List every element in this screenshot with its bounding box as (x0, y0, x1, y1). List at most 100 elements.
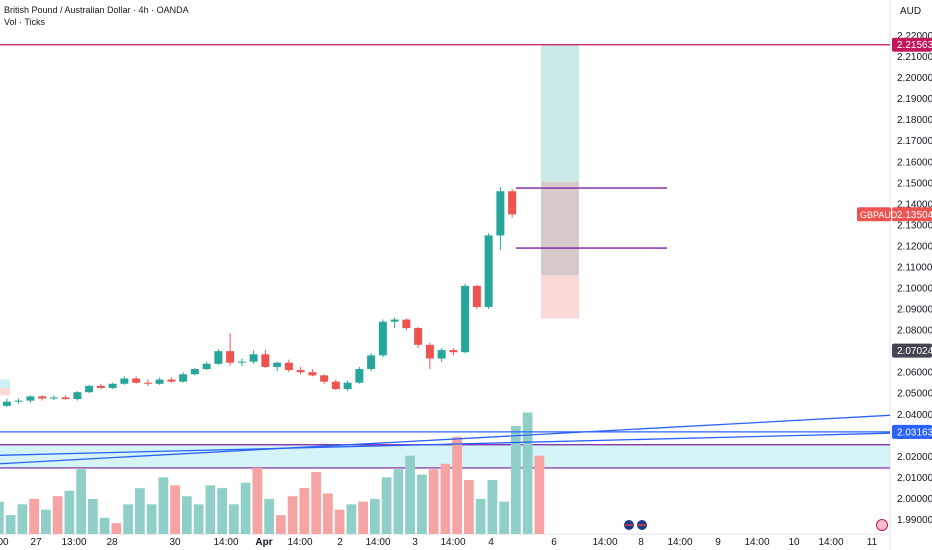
volume-bar (264, 498, 274, 534)
time-tick-label: 11 (867, 537, 878, 548)
price-tick-label: 2.14000 (897, 199, 932, 210)
time-tick-label: 4 (488, 537, 494, 548)
price-tick-label: 2.06000 (897, 368, 932, 379)
volume-bar (311, 471, 321, 534)
volume-bar (29, 498, 39, 534)
time-tick-label: 14:00 (365, 537, 390, 548)
volume-bar (358, 501, 368, 534)
volume-bar (146, 504, 157, 534)
time-tick-label: 14:00 (287, 537, 312, 548)
time-tick-label: 8 (638, 537, 644, 548)
time-axis-background (0, 534, 932, 550)
price-badge (892, 424, 932, 439)
candle-body (355, 369, 364, 383)
candle-body (155, 379, 164, 384)
price-tick-label: 2.22000 (897, 31, 932, 42)
candle-body (402, 319, 411, 328)
price-tick-label: 2.09000 (897, 305, 932, 316)
volume-bar (240, 482, 251, 534)
candle-body (179, 374, 188, 382)
volume-bar (111, 523, 122, 534)
volume-bar (464, 480, 474, 534)
price-tick-label: 2.13000 (897, 220, 932, 231)
price-tick-label: 2.17000 (897, 136, 932, 147)
candle-body (284, 362, 293, 371)
time-tick-label: 9 (715, 537, 721, 548)
volume-bar (346, 504, 357, 534)
volume-bar (193, 504, 204, 534)
time-tick-label: 00 (0, 537, 9, 548)
time-tick-label: 14:00 (213, 537, 238, 548)
candle-body (484, 235, 493, 307)
volume-bar (252, 467, 263, 534)
candle-body (378, 321, 387, 356)
price-tick-label: 2.21000 (897, 52, 932, 63)
volume-bar (170, 485, 180, 534)
candle-body (461, 285, 470, 353)
price-badge (892, 37, 932, 52)
volume-bar (0, 501, 4, 534)
price-tick-label: 2.05000 (897, 389, 932, 400)
candle-body (237, 361, 246, 363)
volume-bar (370, 498, 380, 534)
left-zone-lower (0, 387, 10, 396)
volume-bar (405, 455, 415, 534)
price-tick-label: 2.18000 (897, 115, 932, 126)
price-tick-label: 2.04000 (897, 410, 932, 421)
candle-body (390, 319, 399, 322)
candle-body (49, 397, 58, 399)
currency-label[interactable]: AUD (900, 6, 921, 17)
time-tick-label: Apr (255, 537, 272, 548)
price-badge-text: 2.21563 (897, 40, 932, 51)
demand-zone[interactable] (0, 444, 890, 468)
candle-body (496, 191, 505, 236)
volume-bar (182, 496, 192, 534)
price-tick-label: 2.19000 (897, 94, 932, 105)
candle-body (120, 378, 129, 384)
candle-body (85, 385, 94, 393)
candle-body (73, 392, 82, 400)
price-tick-label: 1.99000 (897, 515, 932, 526)
volume-bar (99, 517, 110, 534)
volume-bar (511, 426, 521, 534)
volume-bar (499, 501, 509, 534)
price-badge-text: 2.13504 (897, 210, 932, 221)
candle-body (343, 382, 352, 390)
price-badge (892, 207, 932, 222)
calendar-event-icon[interactable] (876, 519, 888, 531)
trendline-1[interactable] (0, 414, 891, 465)
volume-bar (135, 488, 145, 534)
candle-body (108, 383, 117, 388)
price-badge-text: 2.03163 (897, 427, 932, 438)
candle-body (308, 372, 317, 376)
price-tick-label: 2.11000 (897, 262, 932, 273)
position-filled-area[interactable] (541, 181, 579, 276)
volume-bar (287, 496, 298, 534)
candle-body (96, 385, 105, 388)
candle-body (38, 396, 47, 399)
price-tick-label: 2.01000 (897, 473, 932, 484)
candle-body (367, 355, 376, 370)
time-tick-label: 14:00 (667, 537, 692, 548)
trendline-2[interactable] (0, 432, 891, 456)
candle-body (132, 378, 141, 383)
volume-bar (417, 474, 427, 534)
position-stop-area[interactable] (541, 275, 579, 319)
volume-bar (229, 504, 239, 534)
volume-bar (123, 504, 133, 534)
time-tick-label: 27 (30, 537, 42, 548)
candle-body (425, 344, 434, 359)
candle-body (249, 354, 258, 362)
volume-bar (52, 496, 63, 534)
position-target-area[interactable] (541, 44, 579, 182)
volume-bar (393, 469, 404, 534)
candle-body (14, 400, 23, 402)
symbol-tag (857, 207, 891, 222)
candle-body (296, 370, 305, 373)
volume-bar (534, 455, 545, 534)
price-tick-label: 2.15000 (897, 178, 932, 189)
price-tick-label: 2.08000 (897, 326, 932, 337)
volume-bar (76, 469, 86, 534)
